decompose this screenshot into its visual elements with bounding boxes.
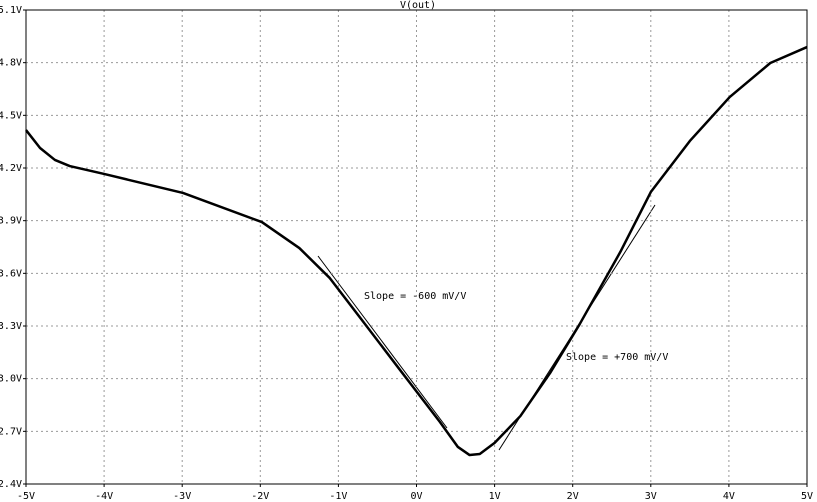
- annotation: Slope = +700 mV/V: [566, 352, 668, 363]
- x-tick-label: -5V: [17, 491, 35, 502]
- y-tick-label: 3.3V: [0, 321, 22, 332]
- annotation: Slope = -600 mV/V: [364, 291, 466, 302]
- x-tick-label: -4V: [95, 491, 113, 502]
- x-tick-label: 3V: [645, 491, 657, 502]
- x-tick-label: 0V: [410, 491, 422, 502]
- y-tick-label: 4.5V: [0, 110, 22, 121]
- y-tick-label: 4.2V: [0, 163, 22, 174]
- x-tick-label: 5V: [801, 491, 813, 502]
- chart-title: V(out): [400, 0, 436, 11]
- x-tick-label: -3V: [173, 491, 191, 502]
- y-tick-label: 2.4V: [0, 479, 22, 490]
- y-tick-label: 3.0V: [0, 374, 22, 385]
- x-tick-label: -2V: [251, 491, 269, 502]
- y-tick-label: 4.8V: [0, 58, 22, 69]
- x-tick-label: -1V: [329, 491, 347, 502]
- x-tick-label: 1V: [489, 491, 501, 502]
- y-tick-label: 5.1V: [0, 5, 22, 16]
- slope-line: [317, 255, 448, 429]
- y-tick-label: 3.9V: [0, 216, 22, 227]
- y-tick-label: 3.6V: [0, 268, 22, 279]
- x-tick-label: 2V: [567, 491, 579, 502]
- x-tick-label: 4V: [723, 491, 735, 502]
- data-line: [25, 45, 808, 457]
- plot-frame: [25, 9, 808, 485]
- y-tick-label: 2.7V: [0, 426, 22, 437]
